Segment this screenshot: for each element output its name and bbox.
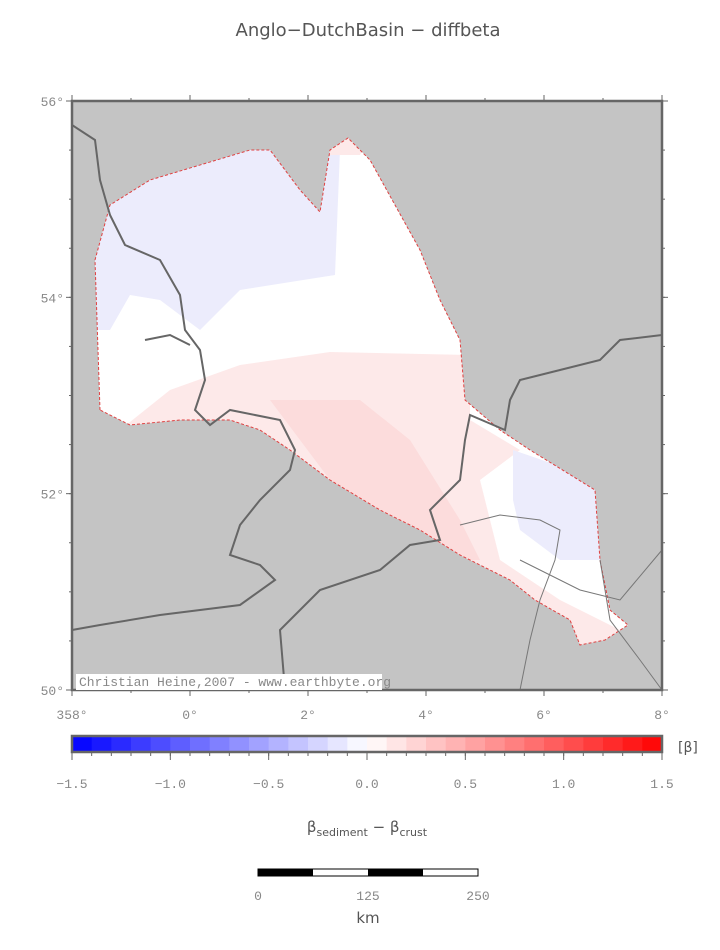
borders [459,514,663,691]
colorbar-cell [622,736,643,752]
lon-label: 2° [300,708,316,723]
colorbar-cell [91,736,112,752]
colorbar-cell [563,736,584,752]
lon-label: 0° [182,708,198,723]
scalebar-label: 0 [254,889,262,904]
colorbar-cell [131,736,152,752]
colorbar-cell [426,736,447,752]
colorbar-unit: [β] [678,740,698,756]
colorbar-cell [347,736,368,752]
colorbar-cell [209,736,230,752]
colorbar-cell [327,736,348,752]
coastlines [71,124,663,691]
title: Anglo−DutchBasin − diffbeta [236,20,501,41]
colorbar-tick-label: −0.5 [253,777,284,792]
colorbar-tick-label: 0.0 [355,777,378,792]
colorbar-cell [642,736,663,752]
colorbar-cell [485,736,506,752]
scalebar-label: 125 [356,889,379,904]
colorbar-cell [150,736,171,752]
colorbar-cell [583,736,604,752]
lat-label: 56° [41,95,64,110]
scalebar-segment [258,869,313,876]
colorbar-tick-label: 0.5 [454,777,477,792]
positive-core [270,400,480,560]
scalebar-segment [368,869,423,876]
uk-coast [71,124,297,631]
colorbar-cell [524,736,545,752]
operator: − [368,818,390,836]
colorbar-cell [72,736,93,752]
lat-label: 50° [41,684,64,699]
lon-label: 358° [56,708,87,723]
lon-label: 8° [654,708,670,723]
border [599,559,663,691]
colorbar-cell [544,736,565,752]
scalebar-unit: km [356,909,379,927]
colorbar-cell [190,736,211,752]
colorbar-cell [229,736,250,752]
colorbar-cell [308,736,329,752]
colorbar-tick-label: −1.0 [155,777,186,792]
colorbar-cell [288,736,309,752]
colorbar-cell [465,736,486,752]
colorbar-cell [249,736,270,752]
colorbar-cell [406,736,427,752]
continent-coast [278,334,663,691]
colorbar-cell [367,736,388,752]
humber [144,333,191,346]
colorbar-tick-label: −1.5 [56,777,87,792]
credit-box [76,674,382,690]
negative-region [95,150,340,330]
symbol: β [307,818,317,836]
colorbar: −1.5 −1.0 −0.5 0.0 0.5 1.0 1.5 [56,734,674,792]
border [459,514,561,691]
colorbar-label: βsediment − βcrust [307,818,428,839]
scalebar [257,868,479,877]
colorbar-tick-label: 1.5 [650,777,673,792]
colorbar-cell [268,736,289,752]
subscript: sediment [316,826,368,839]
colorbar-cell [386,736,407,752]
colorbar-cell [445,736,466,752]
lon-label: 6° [536,708,552,723]
colorbar-tick-label: 1.0 [552,777,575,792]
border [519,549,663,601]
subscript: crust [399,826,427,839]
colorbar-cell [603,736,624,752]
symbol: β [390,818,400,836]
lat-label: 52° [41,488,64,503]
colorbar-cell [170,736,191,752]
colorbar-cell [504,736,525,752]
credit: Christian Heine,2007 - www.earthbyte.org [79,675,391,690]
lon-label: 4° [418,708,434,723]
scalebar-label: 250 [466,889,489,904]
lat-label: 54° [41,291,64,306]
colorbar-cell [111,736,132,752]
